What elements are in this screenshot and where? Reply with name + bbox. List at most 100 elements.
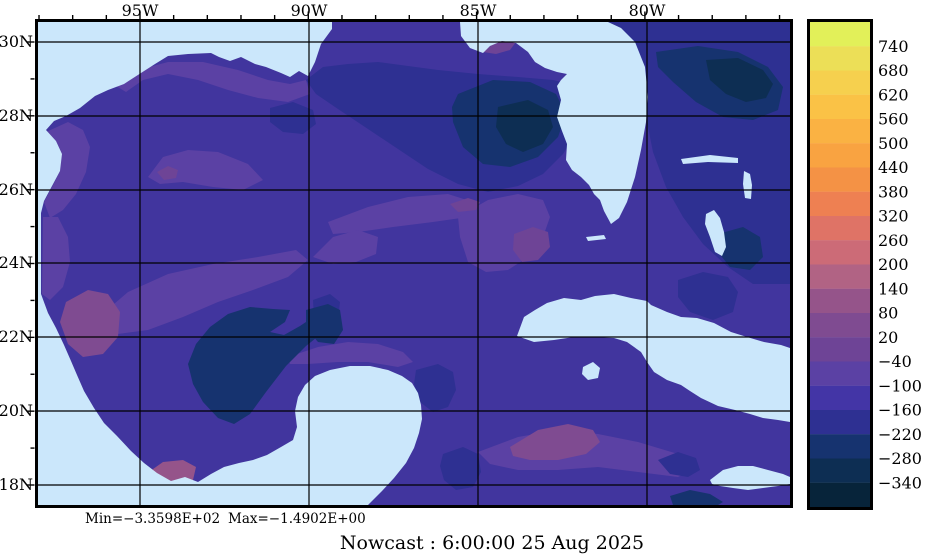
colorbar-tick-label: −40 <box>878 352 912 371</box>
field-patch-light <box>42 217 70 300</box>
colorbar-cell <box>810 191 870 217</box>
lon-axis-labels: 95W 90W 85W 80W <box>122 1 666 20</box>
field-patch-light <box>44 122 90 218</box>
colorbar-cell <box>810 313 870 338</box>
colorbar-tick-label: −340 <box>878 473 922 492</box>
land-florida <box>460 22 648 224</box>
colorbar-cell <box>810 143 870 168</box>
map-area <box>38 22 790 505</box>
map-border <box>35 19 793 508</box>
lat-axis-label: 30N <box>0 32 33 51</box>
colorbar-tick-label: 620 <box>878 85 909 104</box>
colorbar-tick-label: 140 <box>878 279 909 298</box>
lat-axis-label: 26N <box>0 180 33 199</box>
colorbar-tick-label: −280 <box>878 449 922 468</box>
field-patch-mauve <box>60 290 120 357</box>
field-patch-light <box>313 230 378 264</box>
colorbar-cell <box>810 119 870 144</box>
field-patch-mauve <box>510 424 600 460</box>
colorbar-cell <box>810 46 870 71</box>
colorbar-cell <box>810 410 870 435</box>
colorbar-cell <box>810 240 870 265</box>
colorbar-tick-label: 80 <box>878 304 898 323</box>
field-patch-dark <box>658 452 700 477</box>
axis-ticks <box>27 11 781 486</box>
lat-axis-label: 28N <box>0 106 33 125</box>
colorbar-tick-label: 560 <box>878 110 909 129</box>
field-patch-mauve <box>513 227 550 262</box>
ocean-field-patches <box>42 22 790 505</box>
colorbar-tick-label: 740 <box>878 37 909 56</box>
lon-axis-label: 90W <box>291 1 328 20</box>
field-patch-light <box>148 150 263 190</box>
land-florida-keys <box>586 235 606 241</box>
colorbar-cell <box>810 288 870 314</box>
field-patch-navy <box>670 490 723 505</box>
land-grand-bahama <box>681 155 738 164</box>
lon-axis-label: 80W <box>629 1 666 20</box>
land-abaco <box>743 171 752 199</box>
colorbar-cell <box>810 385 870 411</box>
field-patch-deep <box>706 58 773 102</box>
lat-axis-label: 22N <box>0 327 33 346</box>
colorbar-tick-label: −160 <box>878 401 922 420</box>
colorbar-tick-label: 680 <box>878 61 909 80</box>
colorbar-cell <box>810 361 870 386</box>
stats-min: Min=−3.3598E+02 <box>85 511 220 527</box>
land-mainland-us-mexico <box>38 22 422 505</box>
lat-axis-label: 24N <box>0 253 33 272</box>
land-andros <box>705 210 726 256</box>
plot-title: Nowcast : 6:00:00 25 Aug 2025 <box>340 532 644 554</box>
colorbar-cell <box>810 434 870 459</box>
grid-lines <box>38 22 790 505</box>
colorbar-tick-label: 440 <box>878 158 909 177</box>
colorbar-cell <box>810 22 870 47</box>
colorbar-tick-label: 380 <box>878 182 909 201</box>
colorbar-tick-label: 200 <box>878 255 909 274</box>
field-patch-light <box>93 250 308 334</box>
lat-axis-label: 18N <box>0 475 33 494</box>
colorbar-cell <box>810 216 870 241</box>
colorbar-cell <box>810 167 870 192</box>
field-patch-navy <box>306 304 343 344</box>
colorbar-tick-label: −220 <box>878 425 922 444</box>
colorbar-tick-label: −100 <box>878 376 922 395</box>
lon-axis-label: 85W <box>460 1 497 20</box>
colorbar-tick-label: 20 <box>878 328 898 347</box>
field-patch-light <box>116 62 310 102</box>
land-masses <box>38 22 790 505</box>
colorbar-cell <box>810 482 870 508</box>
colorbar-labels: 740 680 620 560 500 440 380 320 260 200 140 80 20 −40… <box>878 37 922 493</box>
field-patch-navy <box>718 227 763 270</box>
colorbar-cell <box>810 264 870 289</box>
lat-axis-label: 20N <box>0 401 33 420</box>
land-isle-of-youth <box>582 362 600 380</box>
colorbar-border <box>807 19 873 510</box>
colorbar-tick-label: 500 <box>878 134 909 153</box>
field-patch-dark <box>414 364 456 412</box>
field-patch-mauve <box>450 198 480 212</box>
field-patch-dark <box>270 102 316 134</box>
colorbar-cell <box>810 458 870 483</box>
field-patch-mauve <box>157 166 178 180</box>
lon-axis-label: 95W <box>122 1 159 20</box>
field-patch-light <box>328 194 473 234</box>
colorbar <box>810 22 870 508</box>
land-jamaica <box>710 466 790 490</box>
land-cuba <box>517 294 790 422</box>
field-patch-light <box>288 342 413 367</box>
field-patch-navy <box>188 307 336 424</box>
lat-axis-labels: 30N 28N 26N 24N 22N 20N 18N <box>0 32 33 494</box>
colorbar-tick-label: 320 <box>878 207 909 226</box>
colorbar-tick-label: 260 <box>878 231 909 250</box>
field-patch-deep <box>496 100 553 152</box>
field-patch-mauve <box>483 40 516 54</box>
field-patch-dark <box>440 447 481 490</box>
colorbar-cell <box>810 337 870 362</box>
field-patch-dark <box>678 272 738 320</box>
colorbar-cell <box>810 94 870 120</box>
colorbar-cell <box>810 70 870 95</box>
stats-max: Max=−1.4902E+00 <box>228 511 366 527</box>
